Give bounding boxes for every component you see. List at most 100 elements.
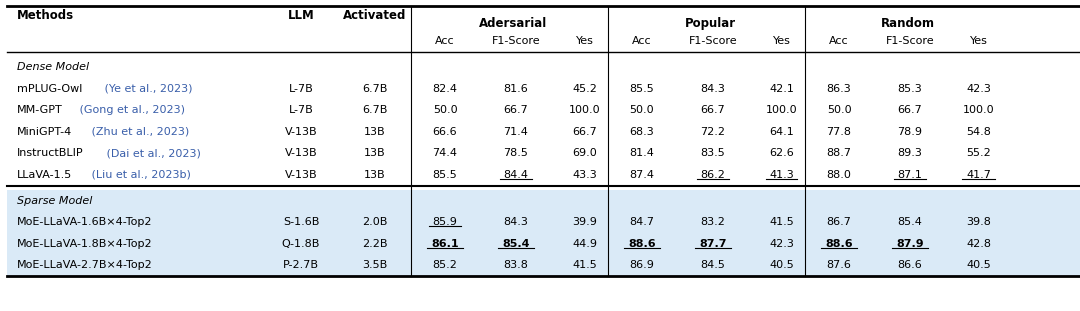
Text: 69.0: 69.0 <box>572 148 597 158</box>
Text: 42.3: 42.3 <box>769 239 794 249</box>
Text: 100.0: 100.0 <box>766 105 797 115</box>
Text: 50.0: 50.0 <box>630 105 654 115</box>
Text: 78.5: 78.5 <box>503 148 528 158</box>
Text: Yes: Yes <box>772 36 791 46</box>
Text: Adersarial: Adersarial <box>480 17 548 30</box>
Text: 77.8: 77.8 <box>826 127 851 137</box>
Text: MoE-LLaVA-1.8B×4-Top2: MoE-LLaVA-1.8B×4-Top2 <box>17 239 152 249</box>
Text: 55.2: 55.2 <box>967 148 990 158</box>
Text: (Ye et al., 2023): (Ye et al., 2023) <box>102 84 193 94</box>
Bar <box>6 189 1080 276</box>
Text: 84.7: 84.7 <box>630 217 654 227</box>
Text: 66.6: 66.6 <box>433 127 457 137</box>
Text: LLaVA-1.5: LLaVA-1.5 <box>17 170 72 180</box>
Text: (Liu et al., 2023b): (Liu et al., 2023b) <box>89 170 191 180</box>
Text: 83.2: 83.2 <box>701 217 726 227</box>
Text: L-7B: L-7B <box>288 84 313 94</box>
Text: (Zhu et al., 2023): (Zhu et al., 2023) <box>89 127 190 137</box>
Text: 6.7B: 6.7B <box>362 84 388 94</box>
Text: mPLUG-Owl: mPLUG-Owl <box>17 84 82 94</box>
Text: Popular: Popular <box>685 17 737 30</box>
Text: 3.5B: 3.5B <box>363 260 388 270</box>
Text: 87.6: 87.6 <box>826 260 851 270</box>
Text: 85.5: 85.5 <box>630 84 654 94</box>
Text: 87.7: 87.7 <box>699 239 727 249</box>
Text: 88.6: 88.6 <box>629 239 656 249</box>
Text: 87.1: 87.1 <box>897 170 922 180</box>
Text: MoE-LLaVA-2.7B×4-Top2: MoE-LLaVA-2.7B×4-Top2 <box>17 260 152 270</box>
Text: 89.3: 89.3 <box>897 148 922 158</box>
Text: 41.3: 41.3 <box>769 170 794 180</box>
Text: 41.5: 41.5 <box>769 217 794 227</box>
Text: 68.3: 68.3 <box>630 127 654 137</box>
Text: 83.8: 83.8 <box>503 260 528 270</box>
Text: Q-1.8B: Q-1.8B <box>282 239 320 249</box>
Text: 40.5: 40.5 <box>967 260 990 270</box>
Text: 41.5: 41.5 <box>572 260 597 270</box>
Text: 87.9: 87.9 <box>896 239 923 249</box>
Text: (Dai et al., 2023): (Dai et al., 2023) <box>103 148 201 158</box>
Text: 45.2: 45.2 <box>572 84 597 94</box>
Text: P-2.7B: P-2.7B <box>283 260 319 270</box>
Text: Activated: Activated <box>343 9 407 22</box>
Text: 86.9: 86.9 <box>630 260 654 270</box>
Text: Methods: Methods <box>17 9 75 22</box>
Text: 78.9: 78.9 <box>897 127 922 137</box>
Text: 44.9: 44.9 <box>572 239 597 249</box>
Text: F1-Score: F1-Score <box>689 36 738 46</box>
Text: 82.4: 82.4 <box>432 84 458 94</box>
Text: 85.4: 85.4 <box>502 239 530 249</box>
Text: V-13B: V-13B <box>285 148 318 158</box>
Text: 81.4: 81.4 <box>630 148 654 158</box>
Text: 74.4: 74.4 <box>432 148 458 158</box>
Text: 13B: 13B <box>364 127 386 137</box>
Text: 64.1: 64.1 <box>769 127 794 137</box>
Text: (Gong et al., 2023): (Gong et al., 2023) <box>76 105 185 115</box>
Text: 66.7: 66.7 <box>701 105 726 115</box>
Text: 84.3: 84.3 <box>503 217 528 227</box>
Text: 42.8: 42.8 <box>966 239 991 249</box>
Text: 86.3: 86.3 <box>826 84 851 94</box>
Text: 40.5: 40.5 <box>769 260 794 270</box>
Text: 6.7B: 6.7B <box>362 105 388 115</box>
Text: 84.3: 84.3 <box>701 84 726 94</box>
Text: 84.5: 84.5 <box>701 260 726 270</box>
Text: 86.6: 86.6 <box>897 260 922 270</box>
Text: InstructBLIP: InstructBLIP <box>17 148 83 158</box>
Text: 88.7: 88.7 <box>826 148 851 158</box>
Text: MoE-LLaVA-1.6B×4-Top2: MoE-LLaVA-1.6B×4-Top2 <box>17 217 152 227</box>
Text: 85.9: 85.9 <box>433 217 458 227</box>
Text: 13B: 13B <box>364 170 386 180</box>
Text: Yes: Yes <box>970 36 987 46</box>
Text: V-13B: V-13B <box>285 127 318 137</box>
Text: 66.7: 66.7 <box>572 127 597 137</box>
Text: 88.6: 88.6 <box>825 239 853 249</box>
Text: 50.0: 50.0 <box>433 105 457 115</box>
Text: 84.4: 84.4 <box>503 170 528 180</box>
Text: L-7B: L-7B <box>288 105 313 115</box>
Text: F1-Score: F1-Score <box>491 36 540 46</box>
Text: Acc: Acc <box>435 36 455 46</box>
Text: 72.2: 72.2 <box>701 127 726 137</box>
Text: 39.8: 39.8 <box>967 217 991 227</box>
Text: 2.2B: 2.2B <box>362 239 388 249</box>
Text: 85.4: 85.4 <box>897 217 922 227</box>
Text: Sparse Model: Sparse Model <box>17 196 93 206</box>
Text: 88.0: 88.0 <box>826 170 851 180</box>
Text: 85.3: 85.3 <box>897 84 922 94</box>
Text: 100.0: 100.0 <box>569 105 600 115</box>
Text: 50.0: 50.0 <box>826 105 851 115</box>
Text: MM-GPT: MM-GPT <box>17 105 63 115</box>
Text: 66.7: 66.7 <box>897 105 922 115</box>
Text: 86.7: 86.7 <box>826 217 851 227</box>
Text: Dense Model: Dense Model <box>17 62 90 72</box>
Text: Yes: Yes <box>576 36 593 46</box>
Text: 86.2: 86.2 <box>701 170 726 180</box>
Text: 66.7: 66.7 <box>503 105 528 115</box>
Text: 39.9: 39.9 <box>572 217 597 227</box>
Text: V-13B: V-13B <box>285 170 318 180</box>
Text: 43.3: 43.3 <box>572 170 597 180</box>
Text: Acc: Acc <box>632 36 652 46</box>
Text: 100.0: 100.0 <box>962 105 995 115</box>
Text: 87.4: 87.4 <box>630 170 654 180</box>
